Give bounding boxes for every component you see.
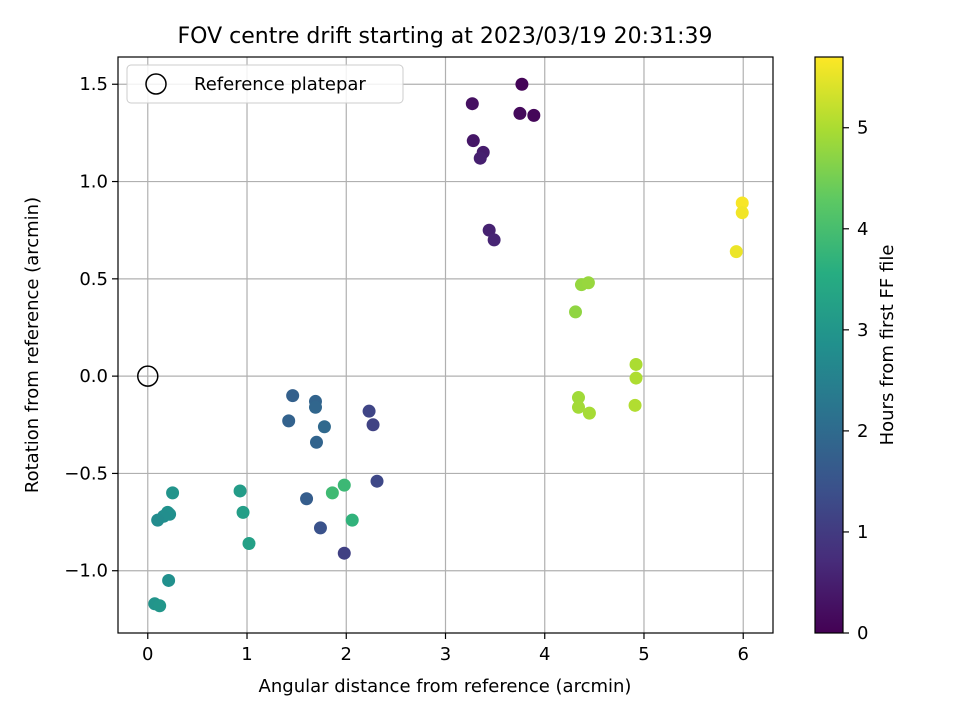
y-tick-label: 0.5 <box>79 269 108 290</box>
y-axis-label: Rotation from reference (arcmin) <box>22 197 43 493</box>
y-tick-label: −1.0 <box>64 561 108 582</box>
data-point <box>313 521 327 535</box>
data-point <box>629 371 643 385</box>
data-point <box>515 77 529 91</box>
data-point <box>487 233 501 247</box>
data-point <box>513 106 527 120</box>
legend-marker-open-circle <box>145 73 167 95</box>
data-point <box>473 151 487 165</box>
data-point <box>308 400 322 414</box>
data-point <box>345 513 359 527</box>
grid <box>118 57 773 633</box>
data-point <box>236 505 250 519</box>
data-point <box>628 398 642 412</box>
data-points <box>148 77 749 613</box>
data-point <box>242 536 256 550</box>
data-point <box>286 389 300 403</box>
data-point <box>582 406 596 420</box>
data-point <box>337 478 351 492</box>
data-point <box>233 484 247 498</box>
reference-marker <box>137 365 159 387</box>
data-point <box>370 474 384 488</box>
colorbar-label: Hours from first FF file <box>877 245 898 446</box>
data-point <box>282 414 296 428</box>
data-point <box>569 305 583 319</box>
legend-box <box>126 64 404 104</box>
data-point <box>581 276 595 290</box>
legend-label: Reference platepar <box>194 74 366 95</box>
data-point <box>300 492 314 506</box>
x-tick-label: 5 <box>638 644 649 665</box>
colorbar: 0 1 2 3 4 5 Hours from first FF file <box>814 56 898 644</box>
colorbar-ticks: 0 1 2 3 4 5 <box>843 118 868 644</box>
data-point <box>482 223 496 237</box>
x-tick-label: 3 <box>440 644 451 665</box>
y-axis-ticks: −1.0 −0.5 0.0 0.5 1.0 1.5 <box>64 74 118 582</box>
colorbar-gradient <box>814 56 844 634</box>
data-point <box>325 486 339 500</box>
colorbar-tick-label: 3 <box>857 320 868 341</box>
chart-title: FOV centre drift starting at 2023/03/19 … <box>178 24 713 49</box>
data-point <box>735 196 749 210</box>
data-point <box>465 97 479 111</box>
y-tick-label: −0.5 <box>64 463 108 484</box>
x-tick-label: 4 <box>539 644 550 665</box>
x-tick-label: 0 <box>142 644 153 665</box>
data-point <box>466 134 480 148</box>
colorbar-tick-label: 5 <box>857 118 868 139</box>
colorbar-tick-label: 2 <box>857 421 868 442</box>
data-point <box>153 599 167 613</box>
x-axis-label: Angular distance from reference (arcmin) <box>259 676 632 697</box>
data-point <box>527 108 541 122</box>
data-point <box>337 546 351 560</box>
colorbar-tick-label: 4 <box>857 219 868 240</box>
colorbar-tick-label: 0 <box>857 623 868 644</box>
data-point <box>629 357 643 371</box>
data-point <box>317 420 331 434</box>
y-tick-label: 1.0 <box>79 172 108 193</box>
legend: Reference platepar <box>126 64 404 104</box>
data-point <box>151 513 165 527</box>
data-point <box>735 206 749 220</box>
data-point <box>166 486 180 500</box>
data-point <box>571 391 585 405</box>
x-tick-label: 1 <box>241 644 252 665</box>
x-tick-label: 2 <box>341 644 352 665</box>
data-point <box>729 245 743 259</box>
data-point <box>366 418 380 432</box>
data-point <box>571 400 585 414</box>
colorbar-tick-label: 1 <box>857 522 868 543</box>
data-point <box>309 435 323 449</box>
data-point <box>362 404 376 418</box>
reference-point <box>137 365 159 387</box>
y-tick-label: 1.5 <box>79 74 108 95</box>
data-point <box>162 573 176 587</box>
y-tick-label: 0.0 <box>79 366 108 387</box>
x-axis-ticks: 0 1 2 3 4 5 6 <box>142 633 749 665</box>
x-tick-label: 6 <box>738 644 749 665</box>
